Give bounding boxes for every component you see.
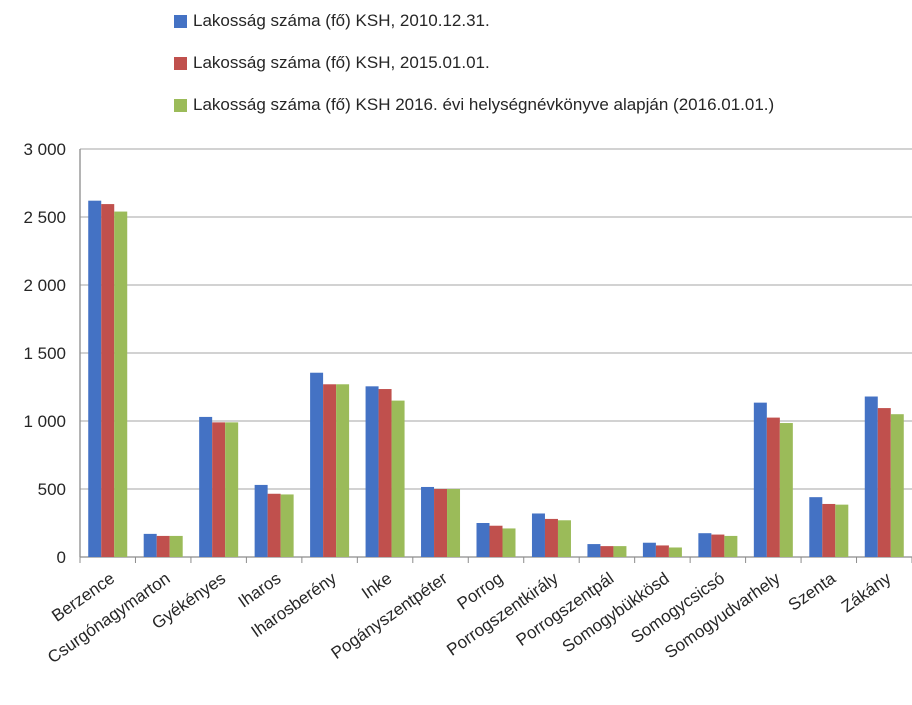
bar bbox=[169, 535, 183, 557]
y-tick-label: 1 000 bbox=[23, 412, 66, 431]
bar bbox=[156, 535, 170, 557]
bar bbox=[254, 484, 268, 557]
bar bbox=[753, 402, 767, 557]
bar bbox=[365, 386, 379, 557]
bar bbox=[502, 528, 516, 557]
legend-swatch bbox=[174, 98, 187, 112]
chart-legend: Lakosság száma (fő) KSH, 2010.12.31. Lako… bbox=[174, 10, 894, 136]
bar bbox=[114, 211, 128, 557]
y-tick-label: 3 000 bbox=[23, 140, 66, 159]
x-tick-label: Inke bbox=[358, 569, 395, 603]
bar bbox=[642, 542, 656, 557]
x-tick-label: Szenta bbox=[785, 568, 840, 614]
bar bbox=[225, 422, 239, 557]
bar bbox=[877, 408, 891, 557]
bar bbox=[864, 396, 878, 557]
bar bbox=[421, 486, 435, 557]
y-tick-label: 2 000 bbox=[23, 276, 66, 295]
bar bbox=[668, 547, 682, 557]
bar bbox=[310, 372, 324, 557]
bar bbox=[766, 417, 780, 557]
legend-label: Lakosság száma (fő) KSH 2016. évi helysé… bbox=[193, 95, 775, 114]
bar bbox=[809, 497, 823, 557]
bar bbox=[822, 503, 836, 557]
bar bbox=[391, 400, 405, 557]
legend-item: Lakosság száma (fő) KSH, 2015.01.01. bbox=[174, 52, 894, 74]
bar bbox=[544, 518, 558, 557]
bar bbox=[101, 204, 115, 557]
legend-label: Lakosság száma (fő) KSH, 2010.12.31. bbox=[193, 11, 490, 30]
bar bbox=[476, 523, 490, 557]
bar bbox=[489, 525, 503, 557]
bar bbox=[212, 422, 226, 557]
bar bbox=[600, 546, 614, 557]
bar bbox=[267, 493, 281, 557]
bar bbox=[323, 384, 337, 557]
bar bbox=[698, 533, 712, 557]
y-tick-label: 500 bbox=[38, 480, 66, 499]
bar bbox=[280, 494, 294, 557]
bar bbox=[613, 546, 627, 557]
x-tick-label: Zákány bbox=[838, 568, 895, 616]
bar bbox=[711, 534, 725, 557]
legend-item: Lakosság száma (fő) KSH 2016. évi helysé… bbox=[174, 94, 894, 116]
bar bbox=[378, 389, 392, 557]
bar bbox=[779, 423, 793, 557]
bar bbox=[835, 504, 849, 557]
bar bbox=[447, 489, 461, 557]
bar bbox=[655, 545, 669, 557]
legend-swatch bbox=[174, 14, 187, 28]
bar bbox=[88, 200, 102, 557]
legend-item: Lakosság száma (fő) KSH, 2010.12.31. bbox=[174, 10, 894, 32]
bar bbox=[531, 513, 545, 557]
bar bbox=[587, 544, 601, 557]
legend-swatch bbox=[174, 56, 187, 70]
bar bbox=[890, 414, 904, 557]
bar bbox=[199, 416, 213, 557]
bar bbox=[724, 535, 738, 557]
y-tick-label: 2 500 bbox=[23, 208, 66, 227]
legend-label: Lakosság száma (fő) KSH, 2015.01.01. bbox=[193, 53, 490, 72]
bar bbox=[557, 520, 571, 557]
bar bbox=[336, 384, 350, 557]
y-tick-label: 0 bbox=[57, 548, 66, 567]
y-tick-label: 1 500 bbox=[23, 344, 66, 363]
bar bbox=[143, 533, 157, 557]
bar bbox=[434, 489, 448, 557]
